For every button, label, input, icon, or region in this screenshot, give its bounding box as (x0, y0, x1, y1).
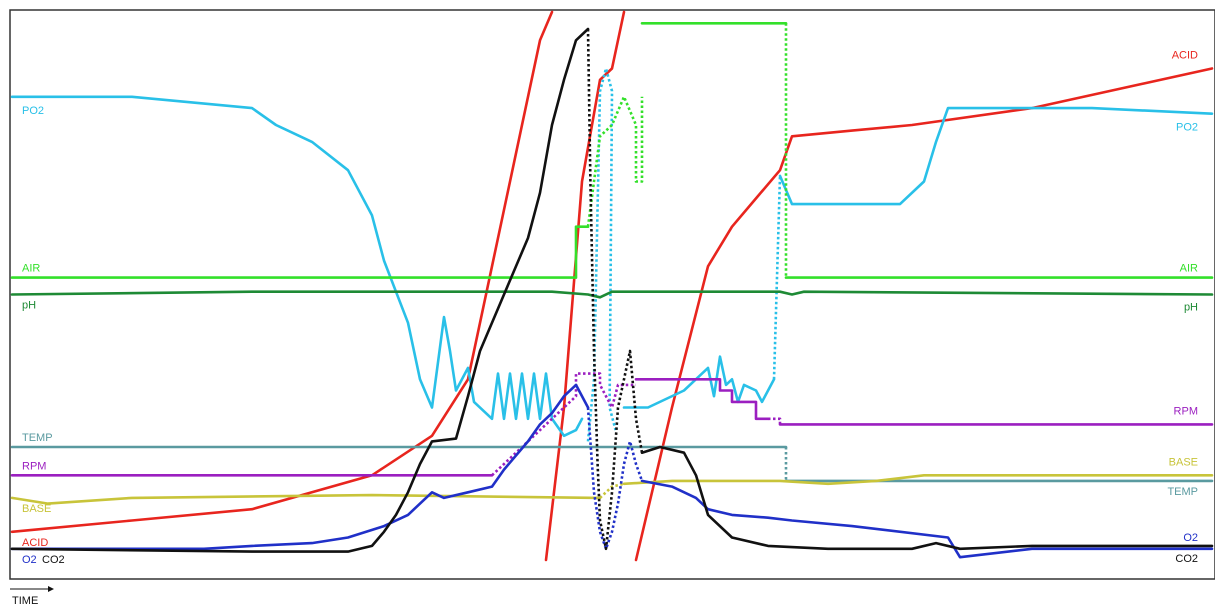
series-acid-segment-0 (10, 10, 554, 534)
series-co2 (10, 27, 1214, 553)
series-label-right-o2: O2 (1183, 532, 1198, 544)
series-label-left-air: AIR (22, 263, 40, 275)
series-label-left-temp: TEMP (22, 432, 53, 444)
series-label-left-rpm: RPM (22, 460, 46, 472)
series-o2-segment-2 (640, 479, 1214, 559)
series-label-left-co2: CO2 (42, 554, 65, 566)
series-co2-segment-0 (10, 27, 590, 553)
series-label-right-ph: pH (1184, 302, 1198, 314)
series-air (10, 21, 1214, 279)
series-base-segment-2 (622, 473, 1214, 486)
series-rpm (10, 372, 1214, 477)
series-po2-segment-3 (772, 175, 782, 380)
time-axis-indicator: TIME (10, 586, 54, 607)
series-label-left-acid: ACID (22, 537, 48, 549)
series-label-left-po2: PO2 (22, 105, 44, 117)
series-o2-segment-0 (10, 383, 590, 551)
series-ph (10, 290, 1214, 299)
series-label-left-base: BASE (22, 503, 51, 515)
series-label-right-air: AIR (1180, 263, 1198, 275)
series-label-right-rpm: RPM (1174, 405, 1198, 417)
series-co2-segment-1 (586, 28, 644, 551)
series-layer (10, 10, 1214, 562)
series-po2-segment-0 (10, 95, 584, 438)
series-label-right-temp: TEMP (1167, 486, 1198, 498)
series-label-right-acid: ACID (1172, 50, 1198, 62)
series-rpm-segment-2 (634, 377, 770, 421)
series-air-segment-1 (586, 95, 644, 227)
series-label-left-ph: pH (22, 300, 36, 312)
series-acid-segment-2 (634, 67, 1214, 562)
series-air-segment-0 (10, 225, 590, 279)
series-o2-segment-1 (586, 407, 644, 551)
series-po2-segment-4 (778, 106, 1214, 206)
series-label-right-po2: PO2 (1176, 122, 1198, 134)
series-ph-segment-0 (10, 290, 1214, 299)
series-o2 (10, 383, 1214, 559)
label-layer: ACID ACID PO2 PO2 AIR AIR pH pH RPM RPM TEMP TEMP BA… (22, 50, 1198, 566)
series-rpm-segment-1 (491, 372, 636, 477)
series-label-left-o2: O2 (22, 554, 37, 566)
series-base-segment-1 (599, 482, 625, 499)
series-rpm-segment-3 (768, 417, 782, 425)
x-axis-label: TIME (12, 595, 38, 607)
time-arrow-head (48, 586, 54, 592)
series-label-right-co2: CO2 (1175, 553, 1198, 565)
series-co2-segment-2 (640, 445, 1214, 551)
series-po2-segment-2 (622, 355, 776, 409)
series-label-right-base: BASE (1169, 456, 1198, 468)
